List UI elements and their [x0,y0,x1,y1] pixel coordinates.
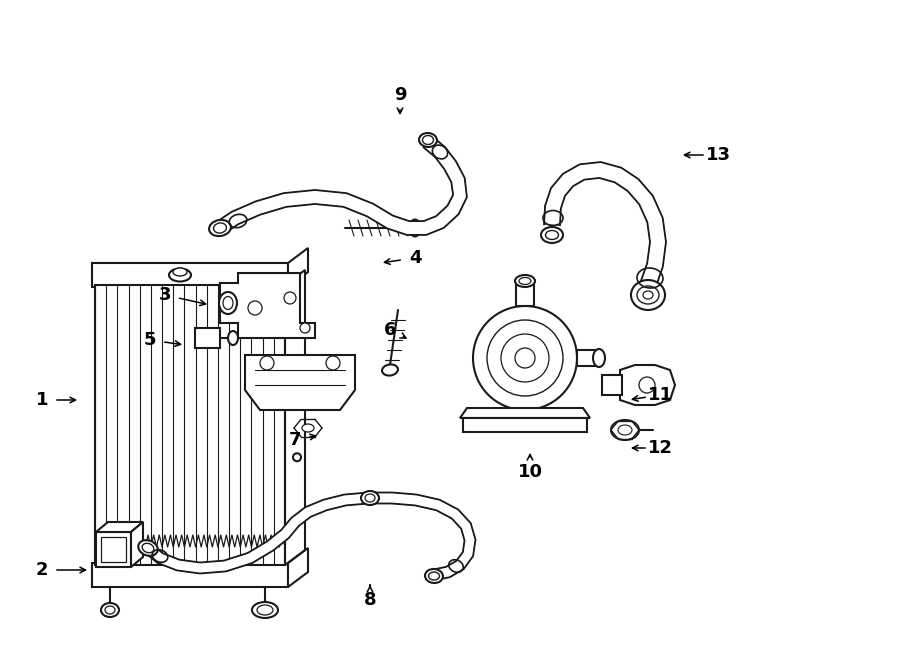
Ellipse shape [519,278,531,284]
Ellipse shape [213,223,227,233]
Ellipse shape [219,292,237,314]
Ellipse shape [382,364,398,375]
Ellipse shape [611,420,639,440]
Ellipse shape [515,275,535,287]
Circle shape [501,334,549,382]
Text: 7: 7 [289,431,302,449]
Circle shape [293,453,301,461]
Bar [95,285,285,565]
Ellipse shape [593,349,605,367]
Ellipse shape [361,491,379,505]
Polygon shape [285,270,305,565]
Bar [463,418,587,432]
Ellipse shape [257,605,273,615]
Circle shape [639,377,655,393]
Ellipse shape [541,227,563,243]
Polygon shape [145,492,475,580]
Ellipse shape [545,231,559,239]
Bar [195,328,220,348]
Bar [92,563,288,587]
Ellipse shape [142,543,154,553]
Ellipse shape [618,425,632,435]
Bar [96,532,131,567]
Circle shape [515,348,535,368]
Polygon shape [460,408,590,418]
Bar [516,281,534,306]
Polygon shape [288,248,308,287]
Bar [577,350,599,366]
Ellipse shape [419,133,437,147]
Polygon shape [131,522,143,567]
Circle shape [260,356,274,370]
Ellipse shape [410,219,420,237]
Bar [101,537,126,562]
Text: 11: 11 [647,386,672,404]
Ellipse shape [169,268,191,282]
Polygon shape [620,365,675,405]
Ellipse shape [139,540,158,556]
Ellipse shape [422,136,434,145]
Circle shape [284,292,296,304]
Polygon shape [544,162,666,288]
Polygon shape [220,273,315,338]
Ellipse shape [228,331,238,345]
Polygon shape [245,355,355,410]
Circle shape [248,301,262,315]
Text: 13: 13 [706,146,731,164]
Ellipse shape [209,220,231,236]
Ellipse shape [425,569,443,583]
Text: 8: 8 [364,591,376,609]
Ellipse shape [252,602,278,618]
Circle shape [293,360,301,368]
Ellipse shape [637,286,659,304]
Polygon shape [288,548,308,587]
Bar [92,263,288,287]
Polygon shape [96,522,143,532]
Polygon shape [216,137,467,235]
Text: 10: 10 [518,463,543,481]
Text: 5: 5 [144,331,157,349]
Ellipse shape [365,494,375,502]
Ellipse shape [302,424,314,432]
Bar [602,375,622,395]
Text: 9: 9 [394,86,406,104]
Text: 6: 6 [383,321,396,339]
Ellipse shape [631,280,665,310]
Text: 4: 4 [409,249,421,267]
Circle shape [326,356,340,370]
Ellipse shape [643,291,653,299]
Text: 1: 1 [36,391,49,409]
Text: 3: 3 [158,286,171,304]
Circle shape [487,320,563,396]
Ellipse shape [428,572,439,580]
Ellipse shape [223,297,233,309]
Circle shape [473,306,577,410]
Text: 12: 12 [647,439,672,457]
Ellipse shape [101,603,119,617]
Text: 2: 2 [36,561,49,579]
Circle shape [300,323,310,333]
Ellipse shape [173,268,187,276]
Ellipse shape [105,606,115,614]
